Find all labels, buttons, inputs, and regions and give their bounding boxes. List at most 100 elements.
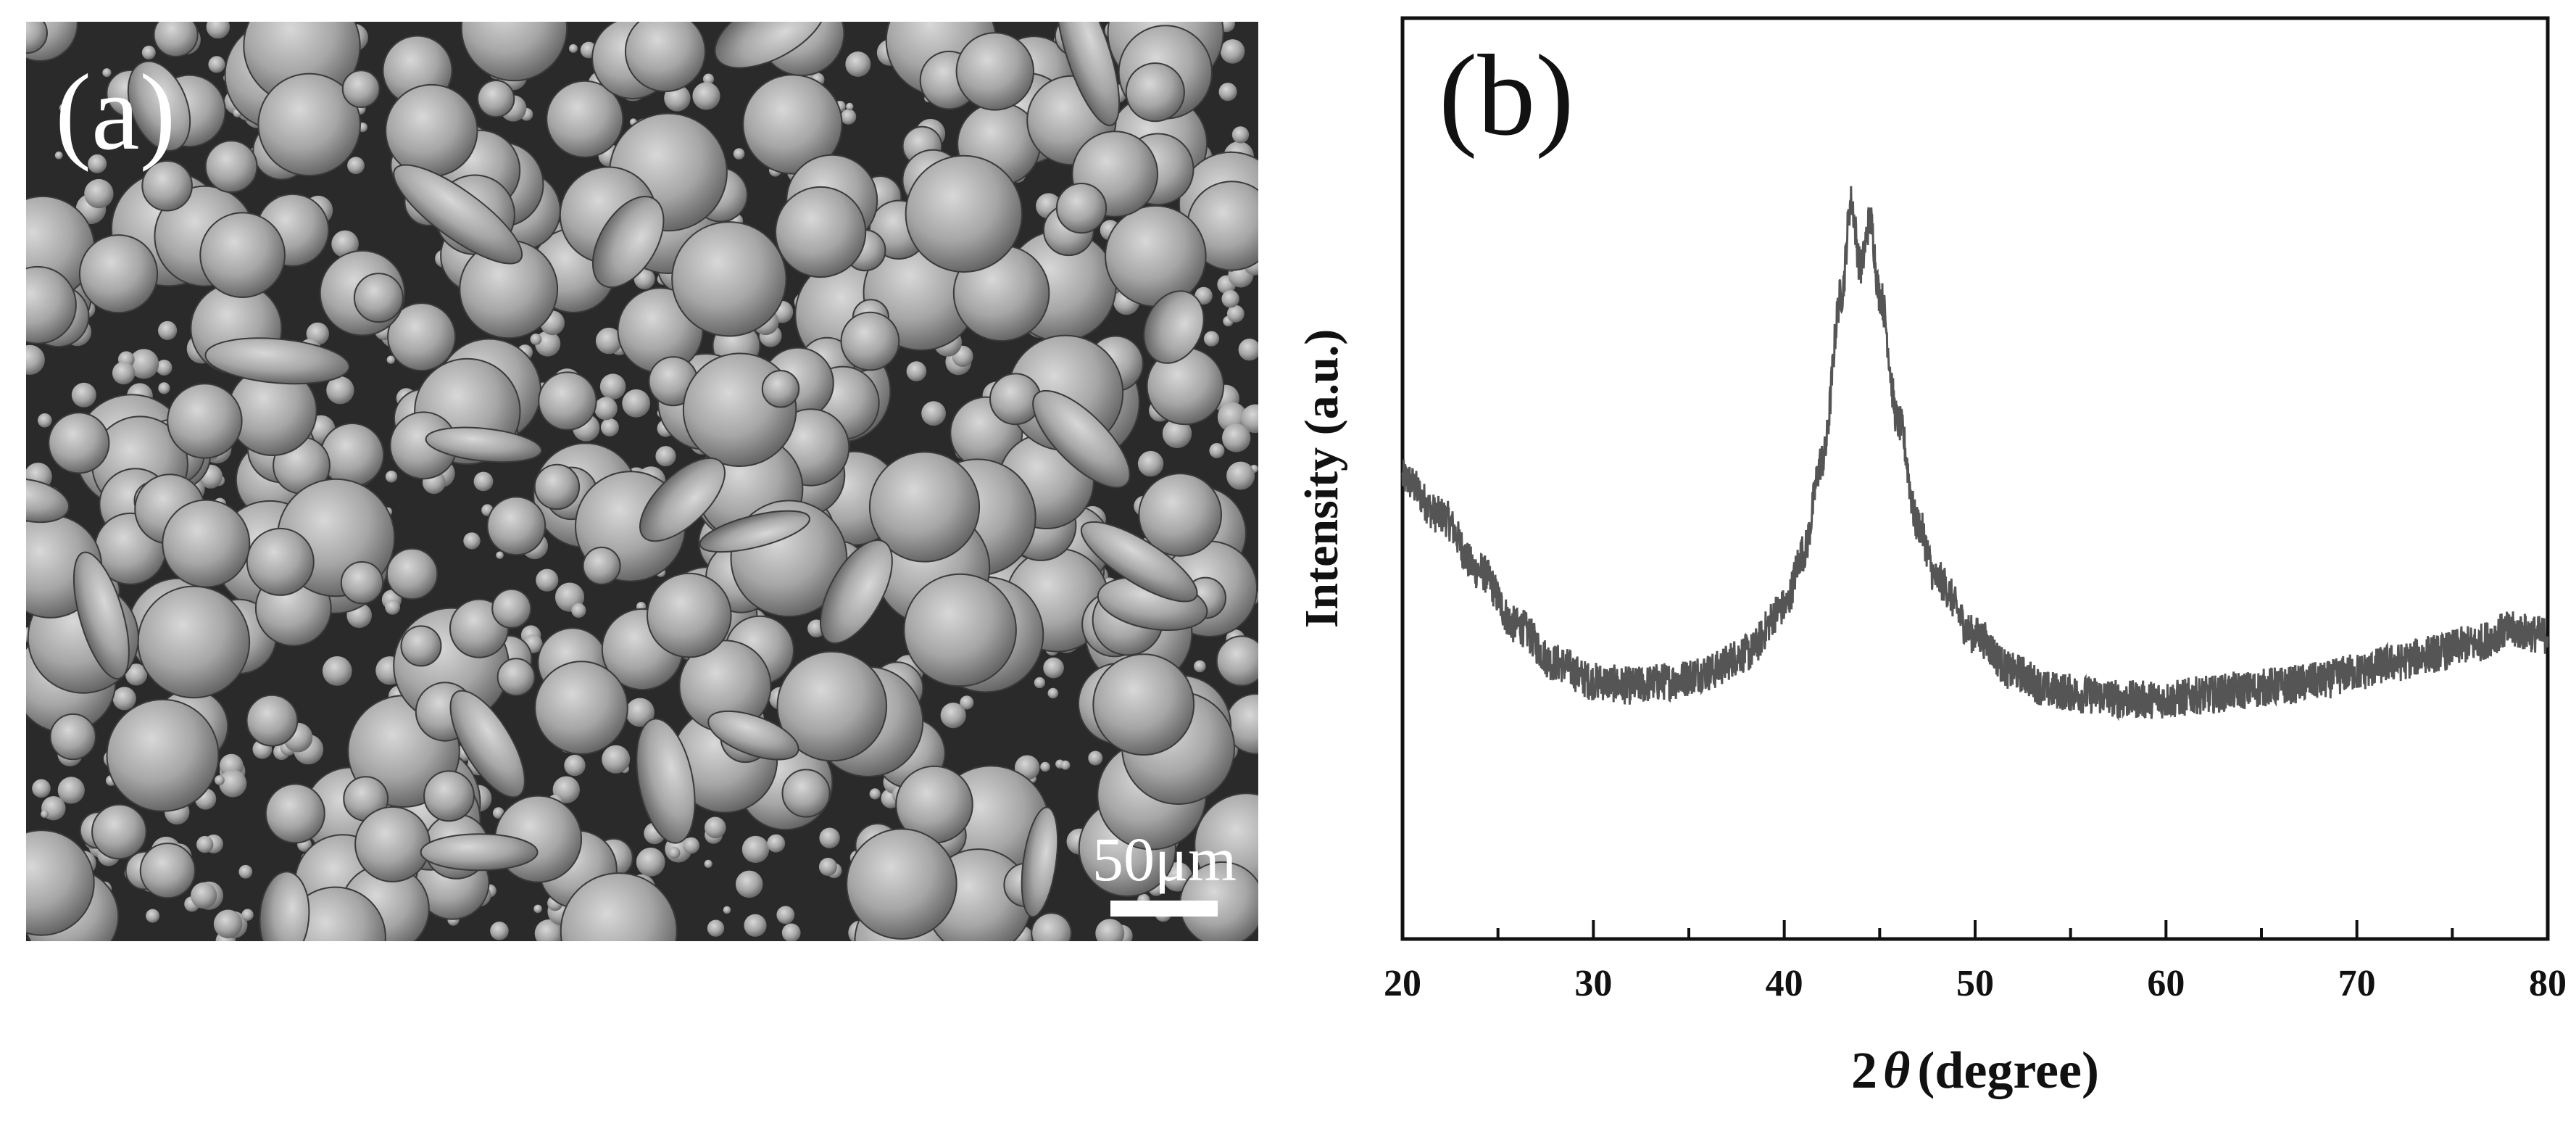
powder-particle (139, 843, 196, 899)
powder-particle (1092, 653, 1195, 756)
powder-particle (246, 694, 299, 747)
powder-particle (1222, 423, 1251, 452)
powder-particle (571, 603, 586, 619)
powder-particle (26, 344, 45, 375)
powder-particle (153, 22, 199, 57)
powder-particle (921, 401, 946, 426)
powder-particle (26, 265, 77, 344)
powder-particle (905, 154, 1023, 273)
powder-particle (353, 273, 404, 323)
powder-particle (906, 361, 927, 381)
powder-particle (400, 625, 442, 667)
powder-particle (776, 650, 888, 762)
powder-particle (560, 872, 678, 941)
powder-particle (385, 471, 398, 483)
powder-particle (477, 80, 515, 118)
powder-particle (102, 68, 112, 78)
powder-particle (840, 109, 857, 125)
powder-particle (733, 148, 745, 160)
powder-particle (535, 331, 561, 357)
powder-particle (668, 846, 681, 859)
powder-particle (125, 663, 148, 686)
powder-particle (624, 22, 706, 92)
powder-particle (1220, 39, 1245, 64)
powder-particle (246, 527, 315, 596)
powder-particle (705, 816, 726, 839)
powder-particle (1226, 305, 1245, 323)
powder-particle (538, 371, 597, 431)
powder-particle (775, 186, 867, 278)
sem-particles (26, 22, 1258, 941)
powder-particle (546, 80, 624, 158)
panel-a-label: (a) (55, 52, 176, 173)
powder-particle (386, 547, 439, 600)
powder-particle (386, 355, 395, 364)
x-axis-label-symbol: θ (1883, 1041, 1910, 1099)
elongated-particle (707, 710, 799, 761)
powder-particle (322, 656, 352, 686)
powder-particle (707, 919, 725, 937)
powder-particle (818, 858, 837, 876)
powder-particle (496, 551, 504, 560)
y-axis-label: Intensity (a.u.) (1295, 329, 1348, 629)
powder-particle (106, 698, 220, 812)
powder-particle (955, 32, 1035, 111)
elongated-particle (127, 60, 191, 152)
powder-particle (32, 779, 51, 798)
powder-particle (473, 471, 494, 492)
powder-particle (241, 909, 254, 921)
x-tick-label: 30 (1574, 963, 1612, 1004)
powder-particle (1034, 677, 1045, 689)
powder-particle (213, 909, 243, 939)
elongated-particle (699, 510, 810, 553)
powder-particle (1162, 418, 1192, 449)
powder-particle (196, 835, 214, 853)
xrd-series-line (1401, 186, 2549, 721)
powder-particle (1226, 461, 1255, 490)
powder-particle (622, 389, 651, 418)
powder-particle (819, 827, 840, 848)
powder-particle (595, 327, 623, 355)
powder-particle (683, 837, 700, 854)
powder-particle (206, 22, 230, 39)
powder-particle (26, 830, 95, 936)
powder-particle (158, 382, 170, 394)
powder-particle (1138, 473, 1222, 557)
powder-particle (156, 360, 173, 376)
elongated-particle (591, 196, 665, 289)
powder-particle (41, 810, 49, 819)
powder-particle (704, 859, 712, 868)
powder-particle (347, 157, 365, 175)
powder-particle (219, 769, 247, 798)
powder-particle (423, 770, 475, 822)
powder-particle (460, 22, 568, 82)
powder-particle (533, 904, 542, 914)
powder-particle (215, 775, 225, 785)
elongated-particle (393, 164, 523, 265)
x-tick-label: 70 (2338, 963, 2376, 1004)
sem-image-panel: (a) 50μm (26, 22, 1258, 941)
powder-particle (78, 234, 159, 314)
powder-particle (534, 661, 628, 755)
powder-particle (1231, 126, 1250, 144)
powder-particle (671, 221, 787, 337)
powder-particle (141, 46, 156, 59)
powder-particle (463, 532, 481, 550)
powder-particle (26, 22, 48, 54)
powder-particle (655, 446, 676, 467)
powder-particle (257, 73, 362, 177)
powder-particle (1040, 761, 1050, 772)
powder-particle (1043, 657, 1064, 679)
powder-particle (57, 777, 85, 804)
powder-particle (1125, 62, 1185, 123)
x-axis-tick-labels: 20 30 40 50 60 70 80 (1384, 963, 2567, 1004)
elongated-particle (449, 690, 525, 798)
x-tick-label: 50 (1956, 963, 1994, 1004)
powder-particle (112, 687, 136, 711)
scale-bar (1110, 901, 1218, 917)
powder-particle (940, 703, 966, 729)
powder-particle (1216, 635, 1258, 687)
x-tick-label: 40 (1766, 963, 1803, 1004)
powder-particle (767, 834, 786, 853)
